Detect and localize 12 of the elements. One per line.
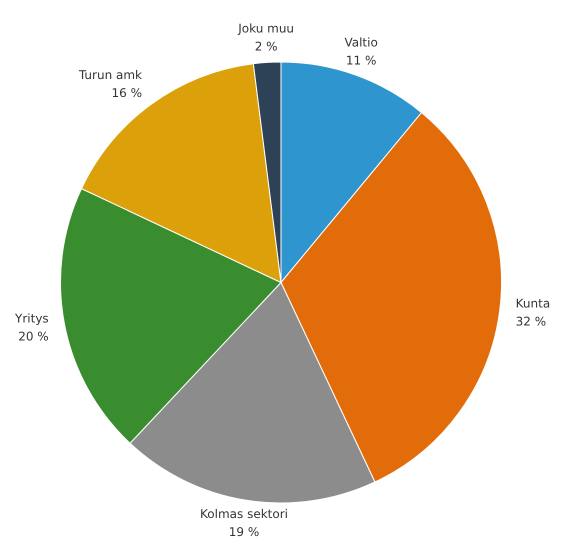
data-label: 11 % <box>346 54 376 68</box>
slice-label: Yritys <box>14 311 49 326</box>
data-label: 2 % <box>254 40 278 54</box>
slice-label: Valtio <box>344 36 378 50</box>
slice-label: Joku muu <box>237 22 294 36</box>
data-label: 20 % <box>18 329 49 344</box>
data-label: 16 % <box>111 86 142 100</box>
slice-label: Turun amk <box>78 68 142 82</box>
data-label: 19 % <box>228 525 260 540</box>
slice-label: Kunta <box>516 296 550 310</box>
slice-label: Kolmas sektori <box>200 507 288 522</box>
data-label: 32 % <box>516 314 546 328</box>
